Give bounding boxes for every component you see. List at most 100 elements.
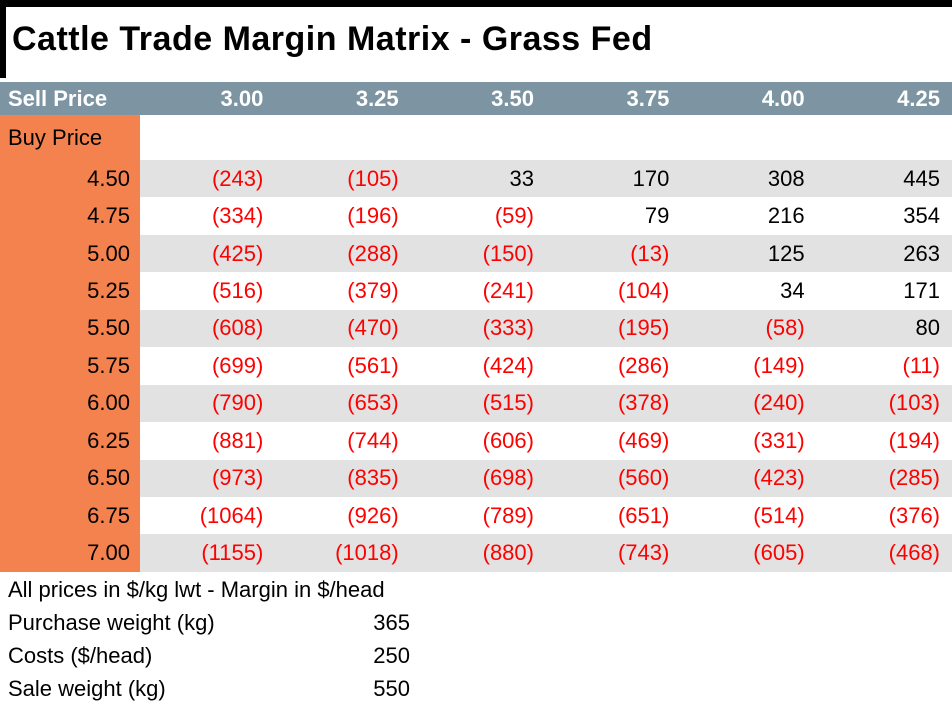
top-border (0, 0, 952, 7)
margin-cell: (13) (545, 234, 682, 273)
margin-cell: (105) (275, 160, 411, 198)
matrix-row: 4.75 (334) (196) (59) 79 216 354 (0, 197, 952, 235)
margin-cell: (240) (681, 384, 817, 423)
margin-cell: (376) (888, 502, 940, 528)
margin-cell: (241) (482, 278, 534, 304)
buy-price-cell: 6.75 (0, 496, 140, 535)
matrix-row: 5.00 (425) (288) (150) (13) 125 263 (0, 234, 952, 273)
margin-cell: (743) (545, 534, 682, 572)
margin-cell: (195) (545, 309, 682, 348)
buy-price-cell: 5.75 (0, 347, 140, 385)
margin-cell: (425) (140, 234, 276, 273)
margin-cell: (1064) (199, 502, 264, 528)
matrix-rows: 4.50 (243) (105) 33 170 308 445 4.75 (334) (196)(… (0, 160, 952, 572)
margin-cell: (560) (545, 459, 682, 497)
param-row: Sale weight (kg) 550 (0, 672, 952, 705)
buy-price-cell: 6.50 (0, 459, 140, 497)
param-label: Sale weight (kg) (8, 675, 166, 701)
param-label: Purchase weight (kg) (8, 609, 215, 635)
param-value: 250 (373, 642, 410, 668)
sell-price-header-row: Sell Price 3.00 3.25 3.50 3.75 4.00 4.25 (0, 82, 952, 115)
matrix-row: 6.00 (790) (653) (515) (378) (240) (103) (0, 384, 952, 423)
matrix-row: 5.50 (608) (470) (333) (195) (58) 80 (0, 309, 952, 348)
margin-cell: (516) (211, 278, 264, 304)
margin-cell: (880) (410, 534, 546, 572)
margin-cell: (789) (482, 502, 534, 528)
margin-cell: 170 (545, 160, 682, 198)
margin-cell: (286) (617, 352, 670, 378)
buy-price-cell: 4.50 (0, 160, 140, 198)
buy-price-cell: 5.25 (0, 272, 140, 310)
margin-cell: (194) (888, 427, 940, 453)
margin-cell: 445 (816, 160, 952, 198)
margin-cell: (561) (347, 352, 399, 378)
margin-cell: (469) (617, 427, 670, 453)
sell-price-column: 3.75 (626, 85, 670, 111)
units-note: All prices in $/kg lwt - Margin in $/hea… (8, 576, 385, 602)
matrix-row: 4.50 (243) (105) 33 170 308 445 (0, 160, 952, 198)
param-label: Costs ($/head) (8, 642, 153, 668)
sell-price-column: 4.25 (897, 85, 940, 111)
page-title: Cattle Trade Margin Matrix - Grass Fed (12, 19, 653, 58)
buy-price-header-row: Buy Price (0, 115, 952, 160)
margin-cell: 125 (681, 234, 817, 273)
margin-cell: (790) (140, 384, 276, 423)
margin-cell: 263 (816, 234, 952, 273)
sell-price-column: 4.00 (761, 85, 805, 111)
margin-cell: (1018) (275, 534, 411, 572)
param-value: 365 (373, 609, 410, 635)
margin-cell: (653) (275, 384, 411, 423)
margin-cell: (973) (140, 459, 276, 497)
buy-price-cell: 7.00 (0, 534, 140, 572)
margin-cell: 354 (903, 203, 940, 229)
matrix-row: 6.75 (1064) (926) (789) (651) (514) (376) (0, 496, 952, 535)
margin-cell: 80 (816, 309, 952, 348)
buy-price-label: Buy Price (0, 115, 140, 160)
margin-cell: 34 (780, 278, 805, 304)
margin-cell: 33 (410, 160, 546, 198)
sell-price-column: 3.25 (355, 85, 399, 111)
sell-price-column: 3.50 (491, 85, 534, 111)
left-border (0, 0, 6, 78)
margin-cell: (514) (753, 502, 805, 528)
margin-cell: (379) (347, 278, 399, 304)
buy-price-cell: 5.00 (0, 234, 140, 273)
sell-price-label: Sell Price (8, 85, 108, 111)
margin-cell: 171 (903, 278, 940, 304)
margin-cell: (285) (816, 459, 952, 497)
buy-price-cell: 4.75 (0, 197, 140, 235)
matrix-row: 6.25 (881) (744) (606) (469) (331) (194) (0, 422, 952, 460)
margin-cell: (243) (140, 160, 276, 198)
margin-cell: (699) (211, 352, 264, 378)
margin-cell: (651) (617, 502, 670, 528)
margin-cell: (515) (410, 384, 546, 423)
margin-cell: (104) (617, 278, 670, 304)
sell-price-column: 3.00 (220, 85, 264, 111)
margin-cell: (149) (753, 352, 805, 378)
margin-cell: (605) (681, 534, 817, 572)
margin-cell: (331) (753, 427, 805, 453)
margin-cell: 216 (767, 203, 805, 229)
margin-cell: (58) (681, 309, 817, 348)
margin-cell: (59) (494, 203, 534, 229)
param-row: Purchase weight (kg) 365 (0, 606, 952, 639)
margin-cell: (1155) (140, 534, 276, 572)
margin-cell: (606) (482, 427, 534, 453)
margin-cell: (608) (140, 309, 276, 348)
margin-cell: (424) (482, 352, 534, 378)
margin-cell: (470) (275, 309, 411, 348)
margin-cell: (881) (211, 427, 264, 453)
margin-cell: (150) (410, 234, 546, 273)
buy-price-cell: 6.25 (0, 422, 140, 460)
margin-cell: (926) (347, 502, 399, 528)
buy-price-cell: 6.00 (0, 384, 140, 423)
buy-price-cell: 5.50 (0, 309, 140, 348)
matrix-row: 7.00 (1155) (1018) (880) (743) (605) (468) (0, 534, 952, 572)
matrix-row: 5.25 (516) (379) (241) (104) 34 171 (0, 272, 952, 310)
param-value: 550 (373, 675, 410, 701)
matrix-row: 5.75 (699) (561) (424) (286) (149) (11) (0, 347, 952, 385)
param-row: Costs ($/head) 250 (0, 639, 952, 672)
margin-cell: (334) (211, 203, 264, 229)
margin-cell: (333) (410, 309, 546, 348)
